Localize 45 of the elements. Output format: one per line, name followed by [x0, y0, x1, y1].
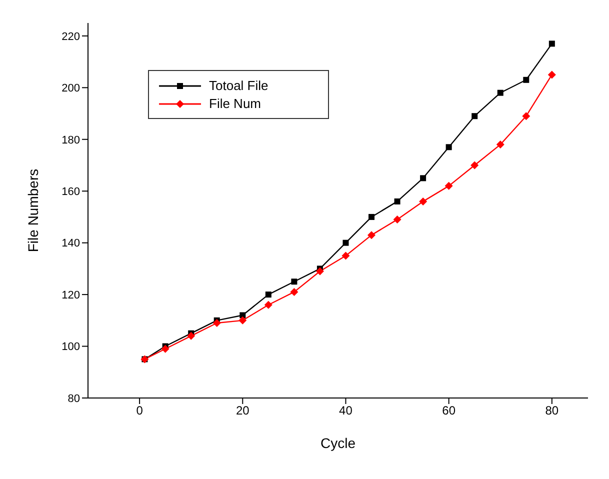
point [394, 198, 400, 204]
point [522, 112, 530, 120]
point [419, 197, 428, 206]
point [161, 344, 170, 353]
y-axis-title: File Numbers [24, 168, 41, 252]
point [212, 319, 221, 327]
point [548, 70, 556, 79]
y-tick-label: 140 [62, 238, 80, 250]
y-tick-label: 160 [62, 186, 80, 198]
point [291, 278, 298, 285]
point [472, 113, 478, 120]
point [548, 40, 555, 47]
point [290, 288, 298, 296]
point [342, 252, 350, 260]
y-tick-label: 220 [62, 30, 80, 43]
y-tick-label: 180 [62, 134, 80, 146]
x-tick-label: 80 [545, 404, 559, 418]
point [265, 292, 272, 298]
point [444, 182, 453, 190]
point [496, 140, 504, 149]
point [523, 76, 530, 83]
y-tick-label: 200 [62, 82, 80, 95]
point [470, 161, 479, 170]
legend-label: Totoal File [209, 78, 268, 93]
legend-label: File Num [209, 96, 262, 111]
point [240, 312, 246, 318]
point [446, 144, 452, 150]
point [368, 214, 375, 220]
y-tick-label: 80 [68, 392, 80, 405]
x-tick-label: 20 [236, 404, 250, 418]
point [497, 90, 504, 96]
x-tick-label: 0 [136, 404, 144, 418]
point [368, 231, 376, 240]
point [393, 216, 402, 224]
point [264, 300, 272, 309]
y-tick-label: 100 [62, 341, 80, 354]
point [187, 332, 196, 340]
x-axis-title: Cycle [320, 435, 356, 451]
point [238, 316, 247, 324]
point [316, 267, 324, 276]
y-tick-label: 120 [62, 289, 80, 302]
point [342, 240, 349, 246]
point [420, 175, 426, 182]
x-tick-label: 40 [339, 404, 353, 418]
x-tick-label: 60 [442, 404, 456, 418]
